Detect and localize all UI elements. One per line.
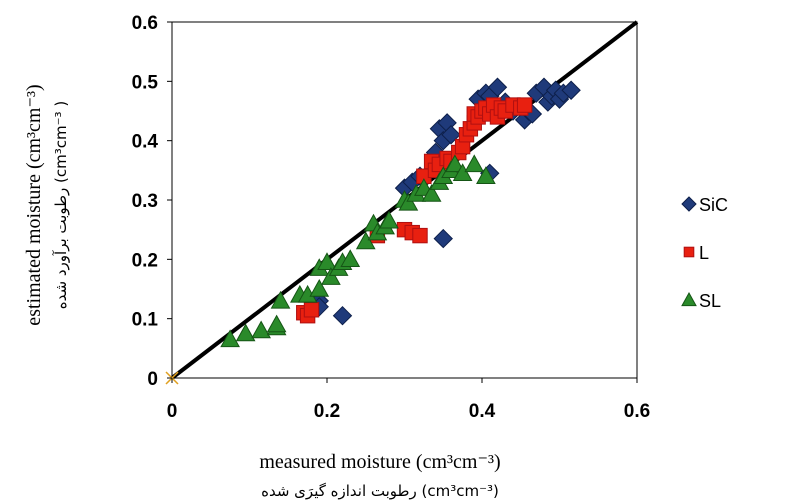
- legend-label-l: L: [699, 243, 709, 263]
- data-point-sl: [251, 320, 271, 339]
- data-point-sl: [266, 314, 287, 333]
- data-point-sl: [379, 210, 399, 229]
- data-point-sic: [332, 305, 353, 326]
- y-tick-label: 0.3: [132, 191, 158, 212]
- x-tick-label: 0.4: [469, 401, 496, 422]
- legend-marker-sic: [681, 196, 697, 212]
- y-tick-label: 0: [147, 369, 158, 390]
- y-axis-subtitle: رطوبت برآورد شده (cm³cm⁻³ ): [52, 101, 70, 309]
- data-point-sl: [309, 278, 330, 297]
- y-tick-label: 0.2: [132, 250, 158, 271]
- y-tick-label: 0.1: [132, 310, 159, 331]
- data-point-sic: [487, 77, 508, 97]
- data-point-l: [303, 302, 320, 318]
- legend-label-sic: SiC: [699, 195, 728, 215]
- x-tick-label: 0: [167, 401, 178, 422]
- data-point-sl: [220, 329, 240, 348]
- data-point-sl: [235, 323, 256, 342]
- legend-marker-sl: [681, 291, 697, 307]
- x-axis-title: measured moisture (cm³cm⁻³): [259, 451, 500, 473]
- y-tick-label: 0.4: [132, 132, 159, 153]
- y-tick-label: 0.6: [132, 13, 158, 34]
- data-point-sl: [398, 192, 419, 211]
- y-tick-label: 0.5: [132, 72, 159, 93]
- data-point-l: [412, 227, 428, 244]
- x-tick-label: 0.6: [624, 401, 650, 422]
- data-point-l: [516, 97, 533, 113]
- series-l: [296, 97, 533, 324]
- x-axis-subtitle: رطوبت اندازه گیرَی شده (cm³cm⁻³): [261, 482, 499, 500]
- data-point-sl: [340, 249, 361, 268]
- series-sl: [220, 154, 496, 348]
- data-point-sl: [476, 166, 496, 184]
- x-tick-label: 0.2: [314, 401, 340, 422]
- y-axis-title: estimated moisture (cm³cm⁻³): [23, 84, 45, 325]
- legend-label-sl: SL: [699, 291, 721, 311]
- data-point-sl: [270, 290, 291, 309]
- data-point-sl: [445, 154, 465, 173]
- data-point-sic: [561, 80, 581, 100]
- legend-marker-l: [683, 246, 695, 258]
- data-point-sl: [355, 231, 376, 250]
- data-point-sl: [464, 154, 485, 173]
- data-point-sl: [317, 252, 337, 270]
- data-point-sl: [321, 267, 341, 285]
- data-point-sic: [433, 228, 453, 249]
- data-point-sl: [452, 163, 473, 181]
- data-point-sl: [421, 184, 442, 202]
